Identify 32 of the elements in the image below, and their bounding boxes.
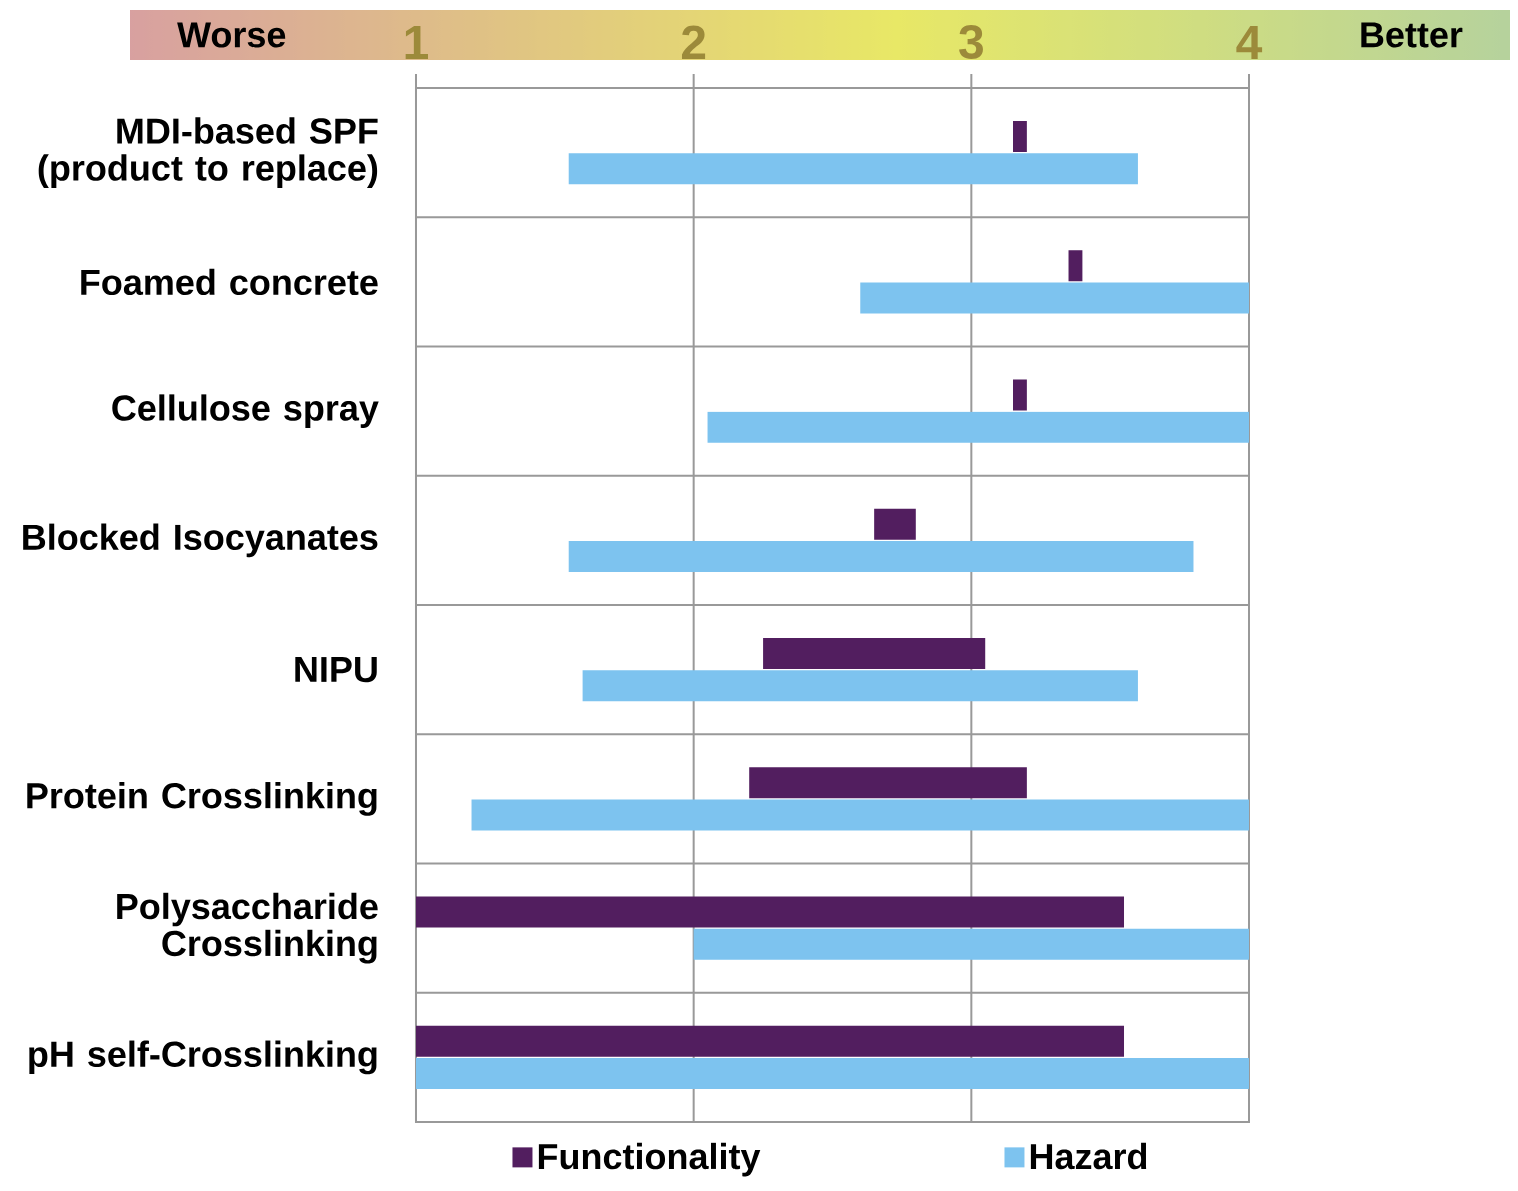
bar [415, 1058, 1249, 1090]
y-tick-label: Foamed concrete [81, 268, 378, 296]
bar [749, 767, 1027, 799]
y-tick-label: Blocked Isocyanates [23, 523, 378, 558]
bar [1012, 379, 1027, 411]
legend-label: Hazard [1030, 1142, 1147, 1170]
x-tick-label: 4 [1236, 25, 1263, 59]
bar [568, 153, 1138, 185]
bar [582, 670, 1138, 702]
bar [860, 282, 1249, 314]
text: Better [1361, 22, 1463, 48]
x-tick-label: 3 [959, 24, 983, 59]
bar [1012, 120, 1027, 153]
legend-label: Functionality [538, 1142, 761, 1177]
bar [568, 541, 1194, 573]
bar [415, 896, 1125, 928]
bar [1068, 250, 1083, 282]
bar [693, 928, 1249, 960]
y-tick-label: pH self-Crosslinking [29, 1040, 377, 1075]
bar [874, 508, 916, 540]
y-tick-label: Protein Crosslinking [27, 782, 377, 816]
y-tick-label: Cellulose spray [112, 394, 379, 428]
bar [471, 799, 1249, 831]
bar [763, 637, 986, 670]
x-tick-label: 2 [681, 25, 706, 59]
bar [415, 1025, 1125, 1057]
x-tick-label: 1 [405, 25, 428, 59]
y-tick-label: MDI-based SPF (product to replace) [38, 117, 378, 188]
text: Worse [177, 22, 286, 48]
bar [707, 411, 1249, 443]
y-tick-label: Polysaccharide Crosslinking [117, 892, 378, 964]
y-tick-label: NIPU [295, 657, 377, 683]
